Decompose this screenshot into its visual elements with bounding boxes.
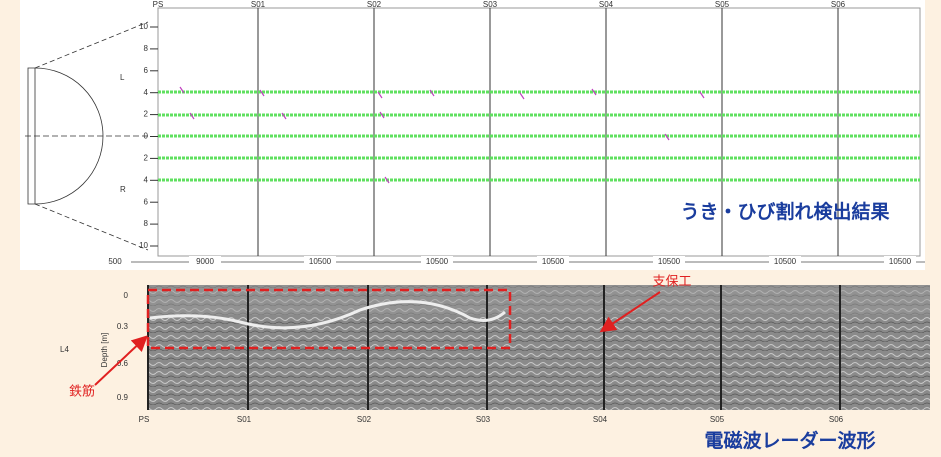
axis-label: Depth [m] (100, 333, 109, 368)
offset-tick: 6 (144, 66, 149, 75)
offset-tick: 8 (144, 44, 149, 53)
station-label: S04 (593, 415, 608, 424)
offset-tick: 0 (144, 132, 149, 141)
side-label: L (120, 73, 125, 82)
station-label: S05 (715, 0, 730, 9)
offset-tick: 8 (144, 219, 149, 228)
line-label: L4 (60, 345, 69, 354)
depth-tick: 0.3 (117, 322, 129, 331)
caption: うき・ひび割れ検出結果 (680, 200, 889, 223)
station-label: S06 (831, 0, 846, 9)
distance-label: 10500 (889, 257, 912, 266)
distance-label: 500 (108, 257, 122, 266)
station-label: PS (153, 0, 164, 9)
distance-label: 10500 (309, 257, 332, 266)
station-label: S02 (367, 0, 382, 9)
depth-tick: 0 (124, 291, 129, 300)
offset-tick: 4 (144, 88, 149, 97)
station-label: S01 (237, 415, 252, 424)
offset-tick: 4 (144, 175, 149, 184)
annotation: 支保工 (652, 273, 691, 288)
distance-label: 10500 (426, 257, 449, 266)
page: PS S01 S02 S03 S04 S05 S06 10 8 6 4 2 0 2 4 6 8 10 L R 500 90… (0, 0, 941, 457)
depth-tick: 0.9 (117, 393, 129, 402)
distance-label: 9000 (196, 257, 214, 266)
station-label: S02 (357, 415, 372, 424)
offset-tick: 10 (139, 241, 148, 250)
side-label: R (120, 185, 126, 194)
station-label: S03 (476, 415, 491, 424)
station-label: PS (139, 415, 150, 424)
station-label: S06 (829, 415, 844, 424)
station-label: S03 (483, 0, 498, 9)
station-label: S05 (710, 415, 725, 424)
annotation: 鉄筋 (69, 383, 95, 398)
figure: PS S01 S02 S03 S04 S05 S06 10 8 6 4 2 0 2 4 6 8 10 L R 500 90… (0, 0, 941, 457)
offset-tick: 2 (144, 154, 149, 163)
distance-label: 10500 (542, 257, 565, 266)
station-label: S04 (599, 0, 614, 9)
caption: 電磁波レーダー波形 (704, 429, 875, 452)
offset-tick: 10 (139, 22, 148, 31)
offset-tick: 6 (144, 197, 149, 206)
station-label: S01 (251, 0, 266, 9)
distance-label: 10500 (774, 257, 797, 266)
distance-label: 10500 (658, 257, 681, 266)
offset-tick: 2 (144, 110, 149, 119)
